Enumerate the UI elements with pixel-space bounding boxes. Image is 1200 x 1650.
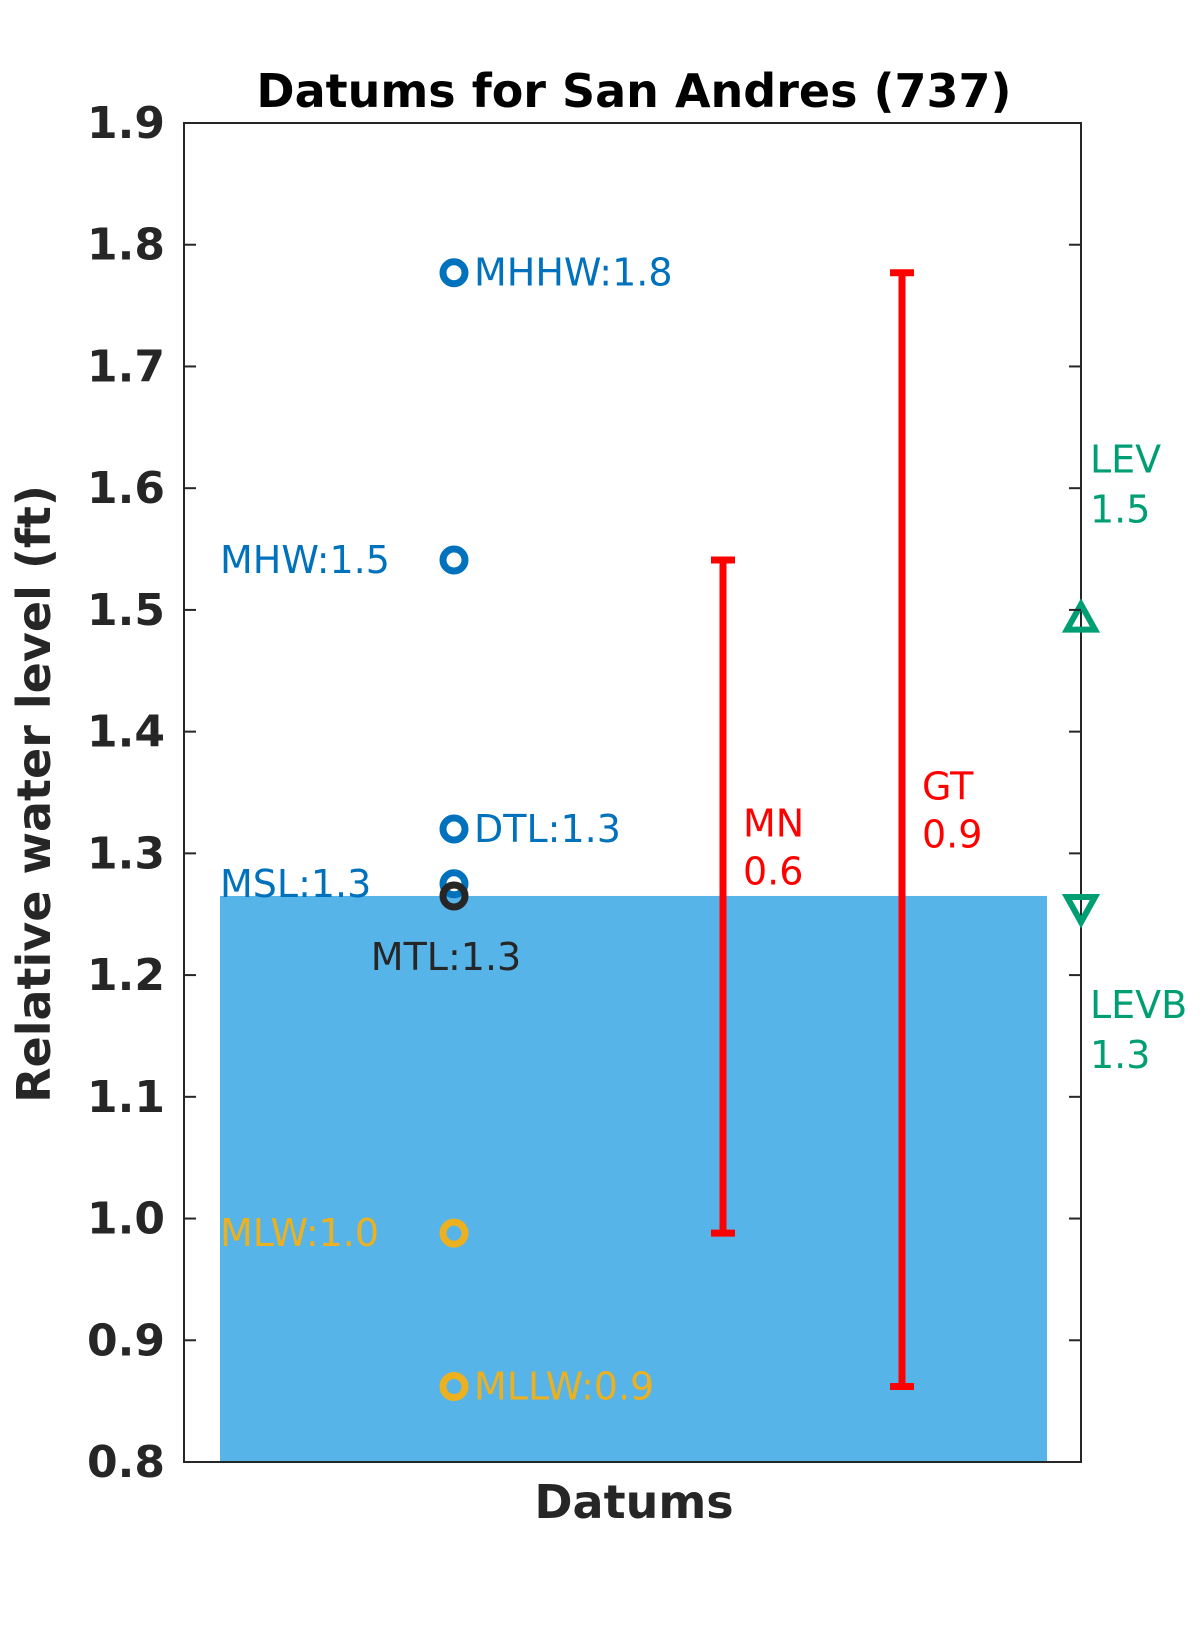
y-axis: 0.8 0.9 1.0 1.1 1.2 1.3 1.4 1.5 1.6 1.7 1.8 1.9	[87, 98, 1081, 1488]
datum-label: MTL:1.3	[371, 935, 521, 979]
datum-point	[439, 545, 469, 575]
range-bar-name: GT	[922, 765, 974, 809]
x-axis-title: Datums	[534, 1475, 733, 1529]
y-tick-label: 1.1	[87, 1072, 165, 1123]
y-axis-title: Relative water level (ft)	[7, 485, 61, 1103]
datum-point	[439, 1372, 469, 1402]
y-tick-label: 1.7	[87, 341, 165, 392]
datum-label: MSL:1.3	[220, 862, 371, 906]
level-marker-lev	[1061, 598, 1101, 633]
y-tick-label: 1.2	[87, 950, 165, 1001]
level-marker-levb	[1061, 893, 1101, 929]
y-tick-label: 1.8	[87, 220, 165, 271]
y-tick-label: 0.9	[87, 1315, 165, 1366]
range-bar-value: 0.9	[922, 813, 982, 857]
datum-point	[439, 1218, 469, 1248]
y-tick-label: 1.4	[87, 707, 165, 758]
datum-label: DTL:1.3	[474, 807, 621, 851]
plot-area: MN0.6GT0.9MHHW:1.8MHW:1.5DTL:1.3MSL:1.3M…	[183, 122, 1187, 1463]
level-value: 1.5	[1090, 487, 1150, 531]
datum-label: MHW:1.5	[220, 538, 390, 582]
datum-point	[439, 814, 469, 844]
datum-label: MLLW:0.9	[474, 1365, 654, 1409]
y-tick-label: 1.6	[87, 463, 165, 514]
y-tick-label: 1.0	[87, 1194, 165, 1245]
y-tick-label: 0.8	[87, 1437, 165, 1488]
y-tick-label: 1.5	[87, 585, 165, 636]
datum-point	[439, 258, 469, 288]
y-tick-label: 1.9	[87, 98, 165, 149]
datum-point	[439, 881, 469, 911]
datum-point	[439, 869, 469, 899]
water-level-fill	[220, 895, 1047, 1462]
range-bar-gt: GT0.9	[890, 269, 982, 1391]
plot-frame	[183, 122, 1082, 1463]
chart-title: Datums for San Andres (737)	[256, 64, 1011, 118]
range-bar-mn: MN0.6	[711, 556, 804, 1237]
level-value: 1.3	[1090, 1033, 1150, 1077]
datum-label: MHHW:1.8	[474, 251, 673, 295]
range-bar-value: 0.6	[743, 850, 803, 894]
datum-label: MLW:1.0	[220, 1211, 379, 1255]
level-name: LEVB	[1090, 983, 1187, 1027]
level-name: LEV	[1090, 437, 1161, 481]
y-tick-label: 1.3	[87, 828, 165, 879]
range-bar-name: MN	[743, 802, 804, 846]
